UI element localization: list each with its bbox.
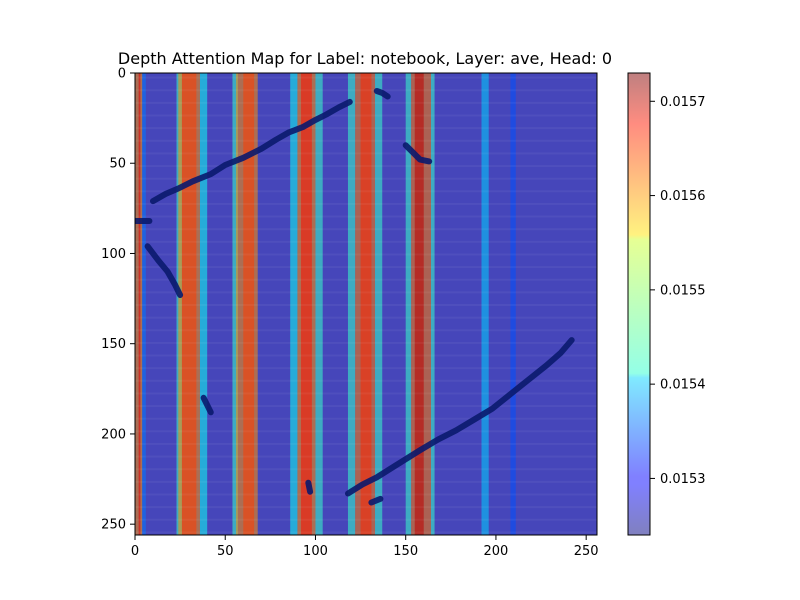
plot-frame (134, 72, 598, 536)
x-tick-label: 100 (303, 544, 328, 559)
heatmap-band (181, 73, 197, 535)
depth-edge-stroke (368, 495, 384, 506)
colorbar-axis: 0.0153 0.0154 0.0155 0.0156 0.0157 (650, 95, 706, 487)
heatmap-row-streak (135, 240, 597, 243)
y-tick-label: 150 (101, 337, 126, 352)
depth-edge-stroke (144, 243, 184, 298)
x-tick-label: 200 (484, 544, 509, 559)
colorbar-tick-label: 0.0157 (660, 95, 706, 110)
heatmap-row-streak (135, 392, 597, 395)
heatmap-band (142, 73, 146, 535)
heatmap-band (301, 73, 312, 535)
heatmap-row-streak (135, 455, 597, 458)
heatmap-row-streak (135, 101, 597, 104)
heatmap-row-streak (135, 341, 597, 344)
heatmap-row-streak (135, 76, 597, 79)
heatmap-row-streak (135, 202, 597, 205)
heatmap-row-streak (135, 518, 597, 521)
heatmap-row-streak (135, 228, 597, 231)
heatmap-band (315, 73, 323, 535)
heatmap-row-streak (135, 493, 597, 496)
heatmap-row-streak (135, 114, 597, 117)
heatmap-band (481, 73, 489, 535)
heatmap-band (243, 73, 255, 535)
colorbar-gradient (628, 73, 650, 535)
heatmap-band (430, 73, 435, 535)
depth-edge-stroke (305, 479, 314, 495)
heatmap-row-streak (135, 190, 597, 193)
heatmap-row-streak (135, 506, 597, 509)
heatmap-band (232, 73, 238, 535)
heatmap-band (405, 73, 412, 535)
y-axis: 0 50 100 150 200 250 (101, 67, 135, 533)
heatmap-row-streak (135, 291, 597, 294)
y-tick-label: 50 (109, 157, 126, 172)
colorbar-tick-label: 0.0154 (660, 378, 706, 393)
colorbar-frame (627, 72, 651, 536)
heatmap-row-streak (135, 127, 597, 130)
x-tick-label: 250 (574, 544, 599, 559)
heatmap-band (360, 73, 372, 535)
heatmap-row-streak (135, 468, 597, 471)
chart-title: Depth Attention Map for Label: notebook,… (118, 49, 612, 68)
heatmap-row-streak (135, 367, 597, 370)
heatmap-row-streak (135, 430, 597, 433)
x-tick-label: 150 (393, 544, 418, 559)
heatmap-row-streak (135, 266, 597, 269)
heatmap-row-streak (135, 405, 597, 408)
heatmap-row-streak (135, 139, 597, 142)
colorbar-tick-label: 0.0153 (660, 472, 706, 487)
heatmap-row-streak (135, 417, 597, 420)
depth-edge-stroke (200, 394, 214, 416)
heatmap-band (199, 73, 208, 535)
heatmap-row-streak (135, 177, 597, 180)
colorbar-tick-label: 0.0155 (660, 283, 706, 298)
heatmap-row-streak (135, 278, 597, 281)
heatmap-row-streak (135, 215, 597, 218)
depth-edge-stroke (345, 337, 575, 497)
depth-edge-stroke (150, 98, 353, 205)
y-tick-label: 200 (101, 427, 126, 442)
heatmap-band (510, 73, 516, 535)
heatmap-plot-area (134, 72, 598, 536)
heatmap-row-streak (135, 165, 597, 168)
heatmap-band (290, 73, 298, 535)
heatmap-band (375, 73, 383, 535)
heatmap-row-streak (135, 354, 597, 357)
depth-edge-stroke (373, 88, 391, 100)
heatmap-row-streak (135, 531, 597, 534)
heatmap-band (138, 73, 141, 535)
y-tick-label: 250 (101, 518, 126, 533)
depth-edge-stroke (402, 142, 433, 165)
heatmap-row-streak (135, 316, 597, 319)
heatmap-band (347, 73, 356, 535)
heatmap-row-streak (135, 442, 597, 445)
colorbar-tick-label: 0.0156 (660, 189, 706, 204)
heatmap-row-streak (135, 329, 597, 332)
x-tick-label: 0 (131, 544, 139, 559)
heatmap-row-streak (135, 253, 597, 256)
heatmap-row-streak (135, 304, 597, 306)
x-tick-label: 50 (217, 544, 234, 559)
x-axis: 0 50 100 150 200 250 (131, 535, 599, 559)
y-tick-label: 0 (118, 67, 126, 82)
heatmap-row-streak (135, 89, 597, 92)
y-tick-label: 100 (101, 247, 126, 262)
heatmap-row-streak (135, 152, 597, 155)
heatmap-row-streak (135, 379, 597, 382)
colorbar: 0.0153 0.0154 0.0155 0.0156 0.0157 (627, 72, 706, 536)
heatmap-band (414, 73, 424, 535)
